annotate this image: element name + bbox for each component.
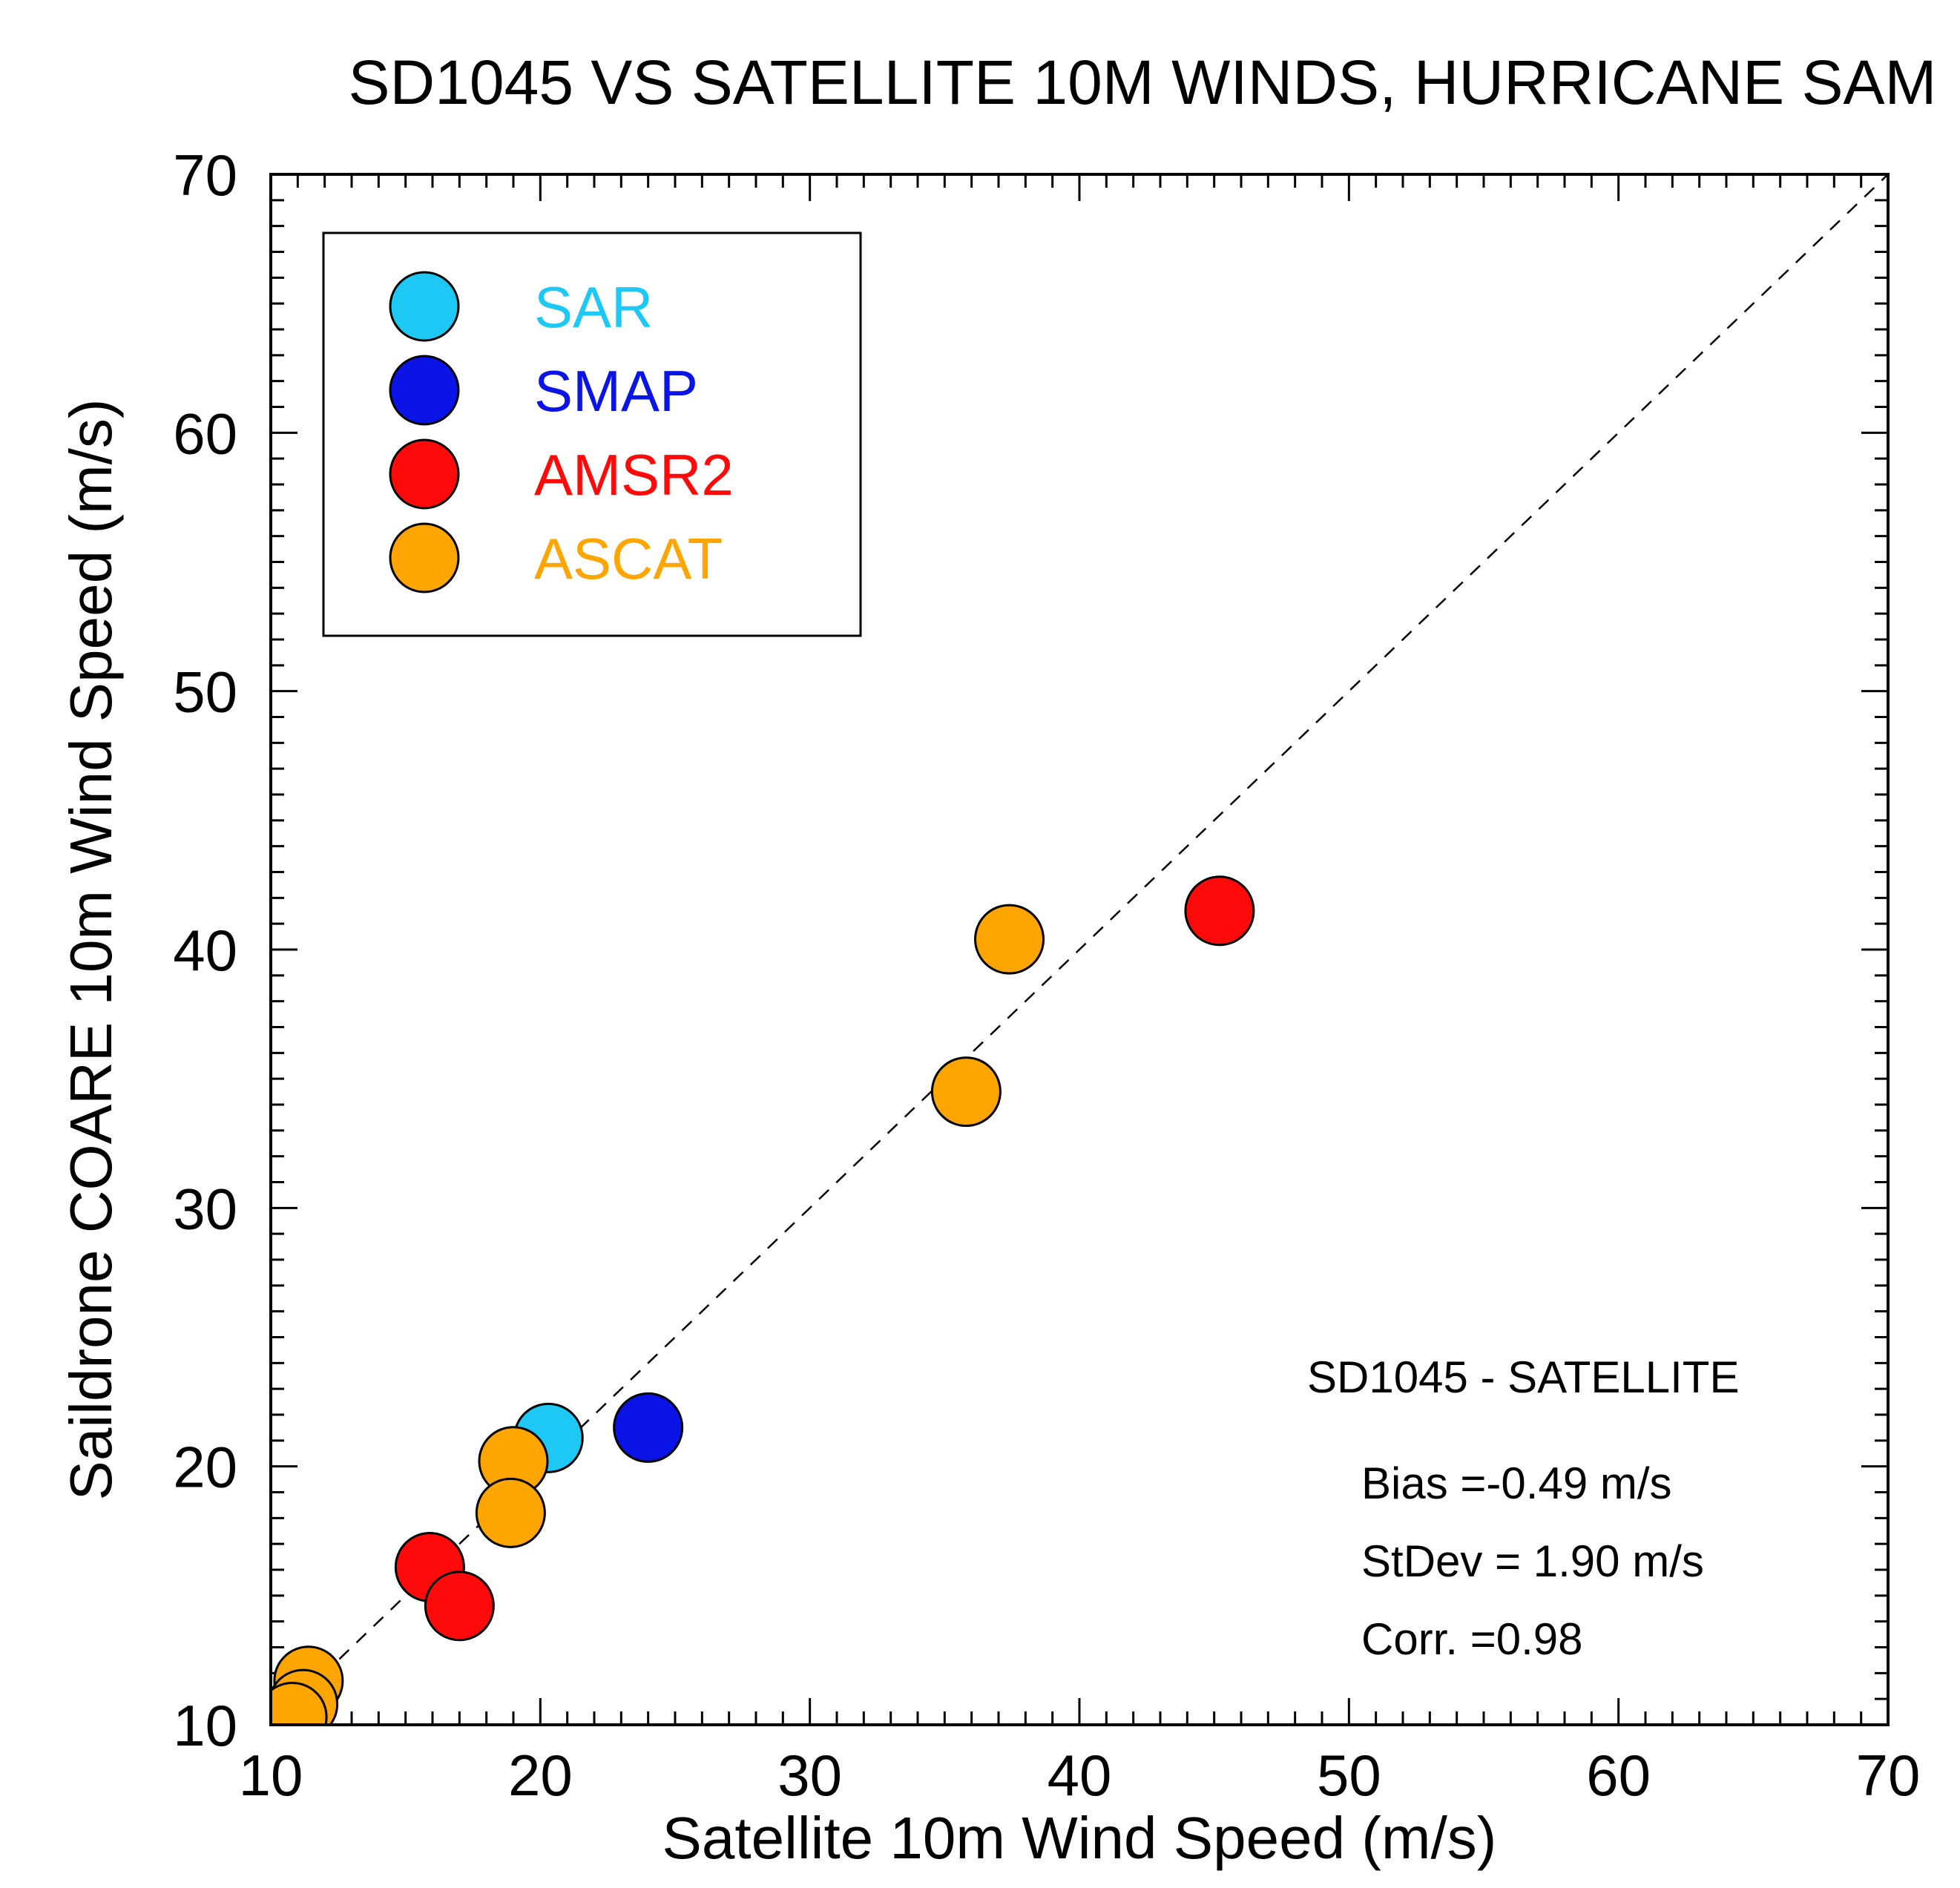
y-tick-label: 40: [173, 918, 237, 983]
x-axis-title: Satellite 10m Wind Speed (m/s): [662, 1805, 1497, 1871]
legend: SAR SMAP AMSR2 ASCAT: [322, 231, 862, 637]
stats-stdev: StDev = 1.90 m/s: [1361, 1536, 1704, 1586]
legend-marker-smap: [389, 355, 460, 426]
x-tick-label: 40: [1048, 1743, 1112, 1808]
stats-box: SD1045 - SATELLITE Bias =-0.49 m/s StDev…: [1307, 1352, 1739, 1664]
legend-marker-sar: [389, 271, 460, 342]
x-tick-label: 20: [508, 1743, 573, 1808]
x-tick-label: 60: [1586, 1743, 1651, 1808]
x-tick-label: 50: [1317, 1743, 1381, 1808]
data-point-smap: [613, 1392, 684, 1463]
y-tick-label: 20: [173, 1435, 237, 1500]
data-point-amsr2: [424, 1570, 495, 1642]
data-point-ascat: [930, 1056, 1002, 1128]
data-point-ascat: [475, 1477, 546, 1548]
legend-label-sar: SAR: [534, 274, 653, 340]
data-point-ascat: [271, 1682, 328, 1725]
y-tick-label: 30: [173, 1176, 237, 1241]
legend-marker-amsr2: [389, 438, 460, 510]
legend-label-amsr2: AMSR2: [534, 442, 734, 507]
chart-title: SD1045 VS SATELLITE 10M WINDS, HURRICANE…: [348, 47, 1936, 117]
reference-line: [270, 174, 1889, 1726]
legend-marker-ascat: [389, 522, 460, 593]
x-tick-label: 70: [1856, 1743, 1921, 1808]
y-tick-label: 50: [173, 660, 237, 725]
y-axis-title: Saildrone COARE 10m Wind Speed (m/s): [58, 399, 124, 1501]
y-tick-label: 70: [173, 142, 237, 208]
x-tick-label: 10: [239, 1743, 303, 1808]
legend-label-ascat: ASCAT: [534, 526, 723, 591]
data-points: [271, 875, 1255, 1725]
data-point-amsr2: [1184, 875, 1255, 947]
y-tick-label: 60: [173, 401, 237, 466]
y-tick-label: 10: [173, 1693, 237, 1758]
legend-label-smap: SMAP: [534, 358, 698, 424]
stats-heading: SD1045 - SATELLITE: [1307, 1352, 1739, 1402]
tick-labels: 10 20 30 40 50 60 70 10 20 30 40 50 60 70: [173, 142, 1920, 1808]
stats-bias: Bias =-0.49 m/s: [1361, 1458, 1672, 1508]
stats-corr: Corr. =0.98: [1361, 1614, 1583, 1664]
plot-frame: [269, 173, 1890, 1726]
data-point-ascat: [974, 904, 1045, 975]
x-tick-label: 30: [777, 1743, 842, 1808]
